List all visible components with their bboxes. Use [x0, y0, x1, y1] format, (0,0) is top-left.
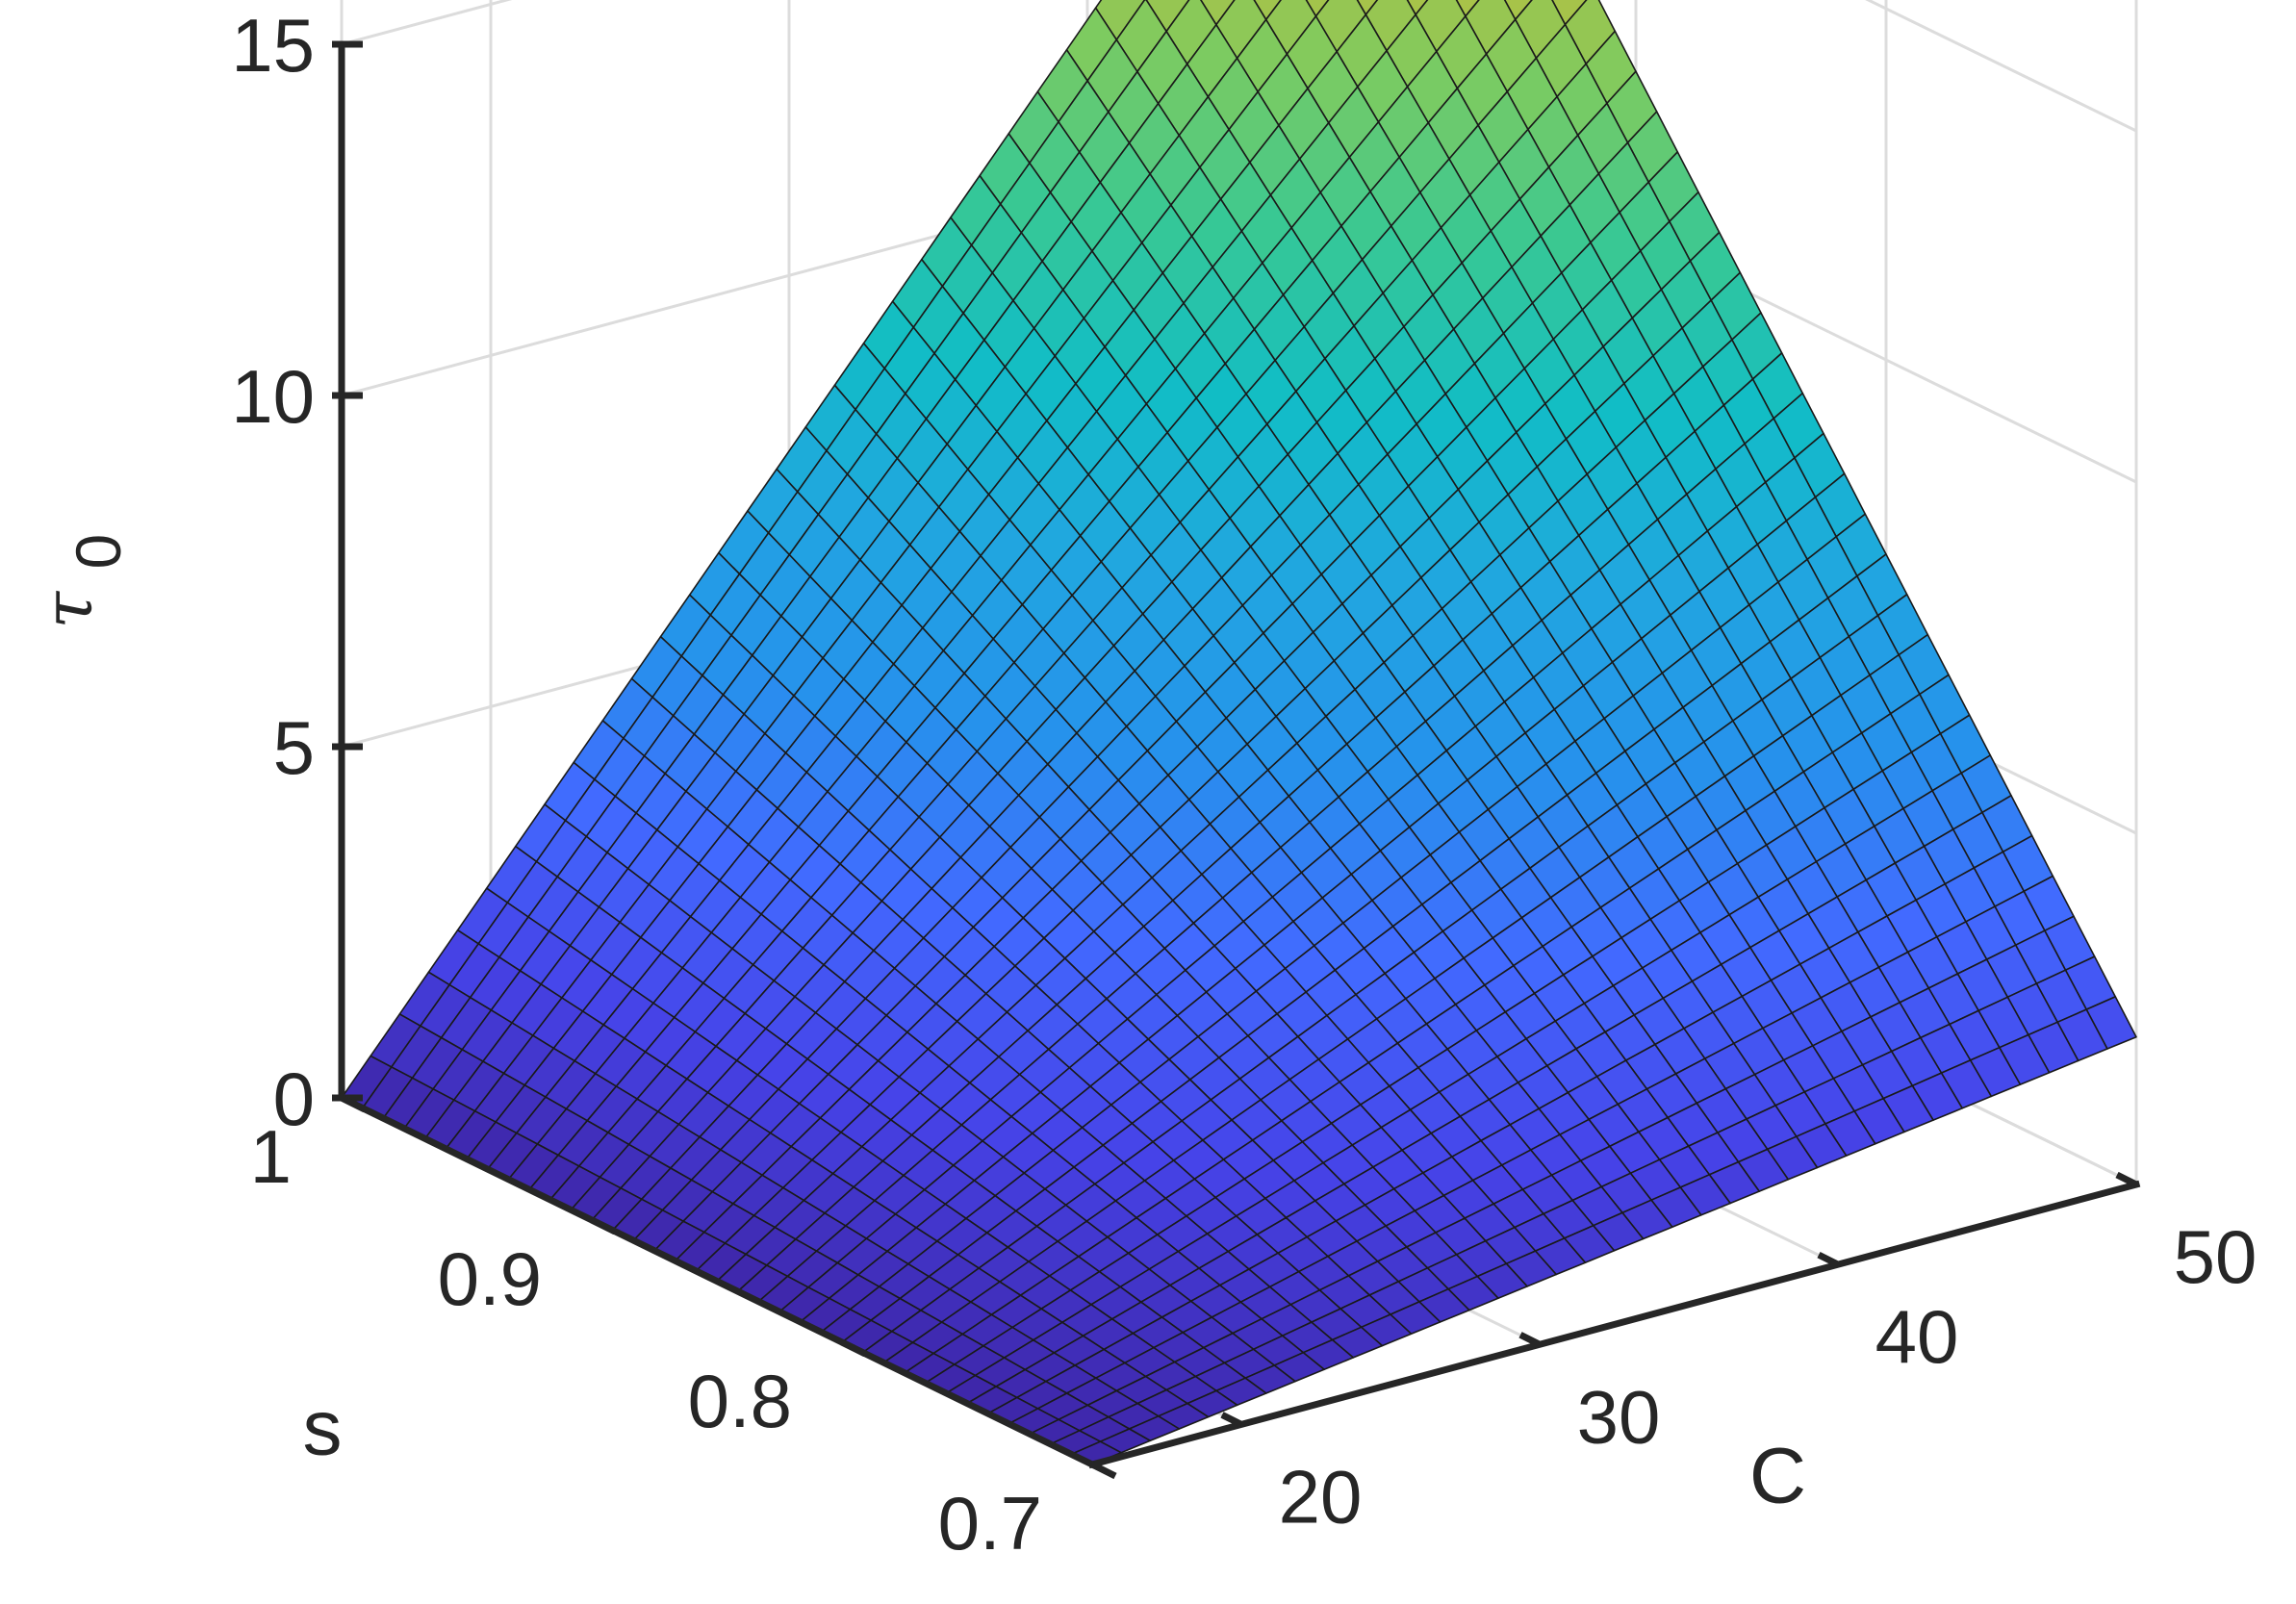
c-tick-mark	[1220, 1412, 1243, 1428]
z-tick-label: 10	[231, 354, 315, 439]
x-axis-label: C	[1749, 1433, 1806, 1520]
grid-line-z-right	[1865, 0, 2137, 133]
y-axis-label: s	[303, 1385, 343, 1472]
z-axis-label: τ 0	[29, 534, 134, 629]
axis-labels-layer: C s τ 0	[29, 534, 1806, 1520]
s-tick-mark	[840, 1338, 867, 1358]
s-tick-mark	[590, 1216, 617, 1235]
surface-cell	[1253, 0, 1283, 21]
tick-labels-layer: 0 5 10 15 0.7 0.8 0.9 1 20 30 40 50	[231, 3, 2257, 1566]
s-tick-label: 0.7	[938, 1481, 1042, 1566]
z-tick-label: 5	[273, 705, 315, 790]
z-axis-label-subscript: 0	[63, 534, 134, 570]
c-tick-mark	[1518, 1332, 1542, 1348]
surface-cell	[1406, 0, 1429, 15]
surface-cell	[1503, 0, 1533, 21]
z-axis-label-symbol: τ	[29, 591, 108, 629]
c-axis-line	[1087, 1180, 2141, 1469]
c-tick-mark	[2115, 1171, 2138, 1188]
c-tick-label: 30	[1577, 1374, 1661, 1459]
s-tick-label: 0.9	[438, 1236, 542, 1321]
z-tick-label: 0	[273, 1057, 315, 1141]
c-tick-label: 50	[2174, 1214, 2258, 1299]
s-tick-label: 1	[250, 1114, 292, 1199]
surface-cell	[1455, 0, 1480, 17]
surface-layer	[341, 0, 2137, 1465]
surface-cell	[1305, 0, 1330, 17]
s-axis-line	[337, 1093, 1097, 1469]
c-tick-label: 40	[1875, 1294, 1959, 1379]
c-tick-mark	[1817, 1252, 1840, 1268]
axes-layer	[332, 40, 2141, 1480]
s-tick-mark	[1090, 1461, 1117, 1480]
c-tick-label: 20	[1279, 1454, 1363, 1539]
s-tick-mark	[340, 1094, 367, 1113]
s-tick-label: 0.8	[688, 1359, 792, 1443]
surface-cell	[1356, 0, 1379, 15]
z-tick-label: 15	[231, 3, 315, 88]
